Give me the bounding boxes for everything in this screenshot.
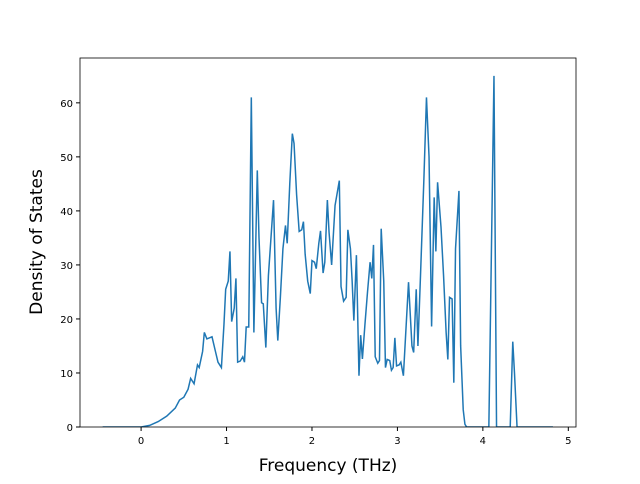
y-tick-label: 60 (60, 99, 73, 110)
y-tick-label: 0 (67, 423, 73, 434)
x-tick-label: 0 (138, 436, 144, 447)
x-axis-label: Frequency (THz) (259, 456, 398, 476)
y-tick-label: 10 (60, 369, 73, 380)
x-tick-label: 5 (565, 436, 571, 447)
line (102, 75, 553, 427)
plot-frame (79, 57, 577, 428)
x-tick-label: 3 (394, 436, 400, 447)
x-tick-label: 2 (309, 436, 315, 447)
y-tick-label: 40 (60, 207, 73, 218)
y-tick-label: 50 (60, 153, 73, 164)
x-tick-label: 4 (480, 436, 486, 447)
y-axis-label: Density of States (27, 169, 47, 315)
y-tick-label: 30 (60, 261, 73, 272)
x-tick-label: 1 (223, 436, 229, 447)
y-tick-label: 20 (60, 315, 73, 326)
